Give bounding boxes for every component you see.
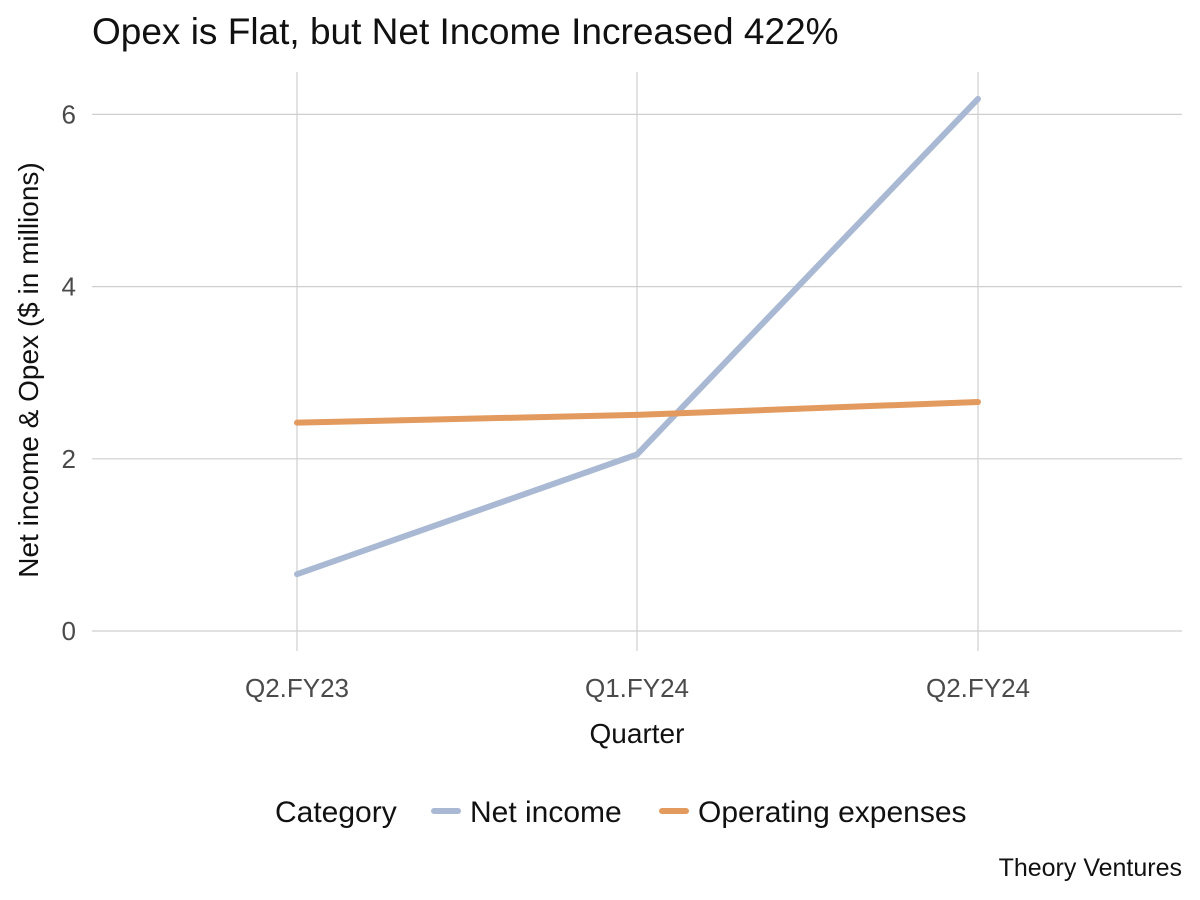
series-line-net-income: [294, 95, 981, 578]
grid: [92, 72, 1182, 651]
legend-title: Category: [275, 796, 397, 829]
legend-item-net-income: Net income: [431, 796, 622, 829]
legend-label: Net income: [470, 796, 622, 829]
x-tick-label: Q2.FY23: [245, 673, 349, 703]
series-lines: [294, 95, 981, 578]
y-tick-label: 6: [62, 99, 76, 129]
y-axis-title: Net income & Opex ($ in millions): [13, 162, 44, 577]
y-tick-label: 2: [62, 444, 76, 474]
legend-item-operating-expenses: Operating expenses: [659, 796, 967, 829]
legend-label: Operating expenses: [698, 796, 967, 829]
legend: Category Net income Operating expenses: [275, 796, 967, 829]
y-tick-label: 4: [62, 272, 76, 302]
x-tick-label: Q1.FY24: [585, 673, 689, 703]
x-axis-title: Quarter: [590, 718, 685, 749]
y-tick-label: 0: [62, 616, 76, 646]
y-axis-ticks: 0 2 4 6: [62, 99, 76, 646]
legend-items: Net income Operating expenses: [431, 796, 967, 829]
series-line-operating-expenses: [294, 398, 981, 426]
chart-title: Opex is Flat, but Net Income Increased 4…: [92, 11, 839, 52]
x-axis-ticks: Q2.FY23 Q1.FY24 Q2.FY24: [245, 673, 1030, 703]
source-caption: Theory Ventures: [999, 854, 1182, 882]
x-tick-label: Q2.FY24: [926, 673, 1030, 703]
